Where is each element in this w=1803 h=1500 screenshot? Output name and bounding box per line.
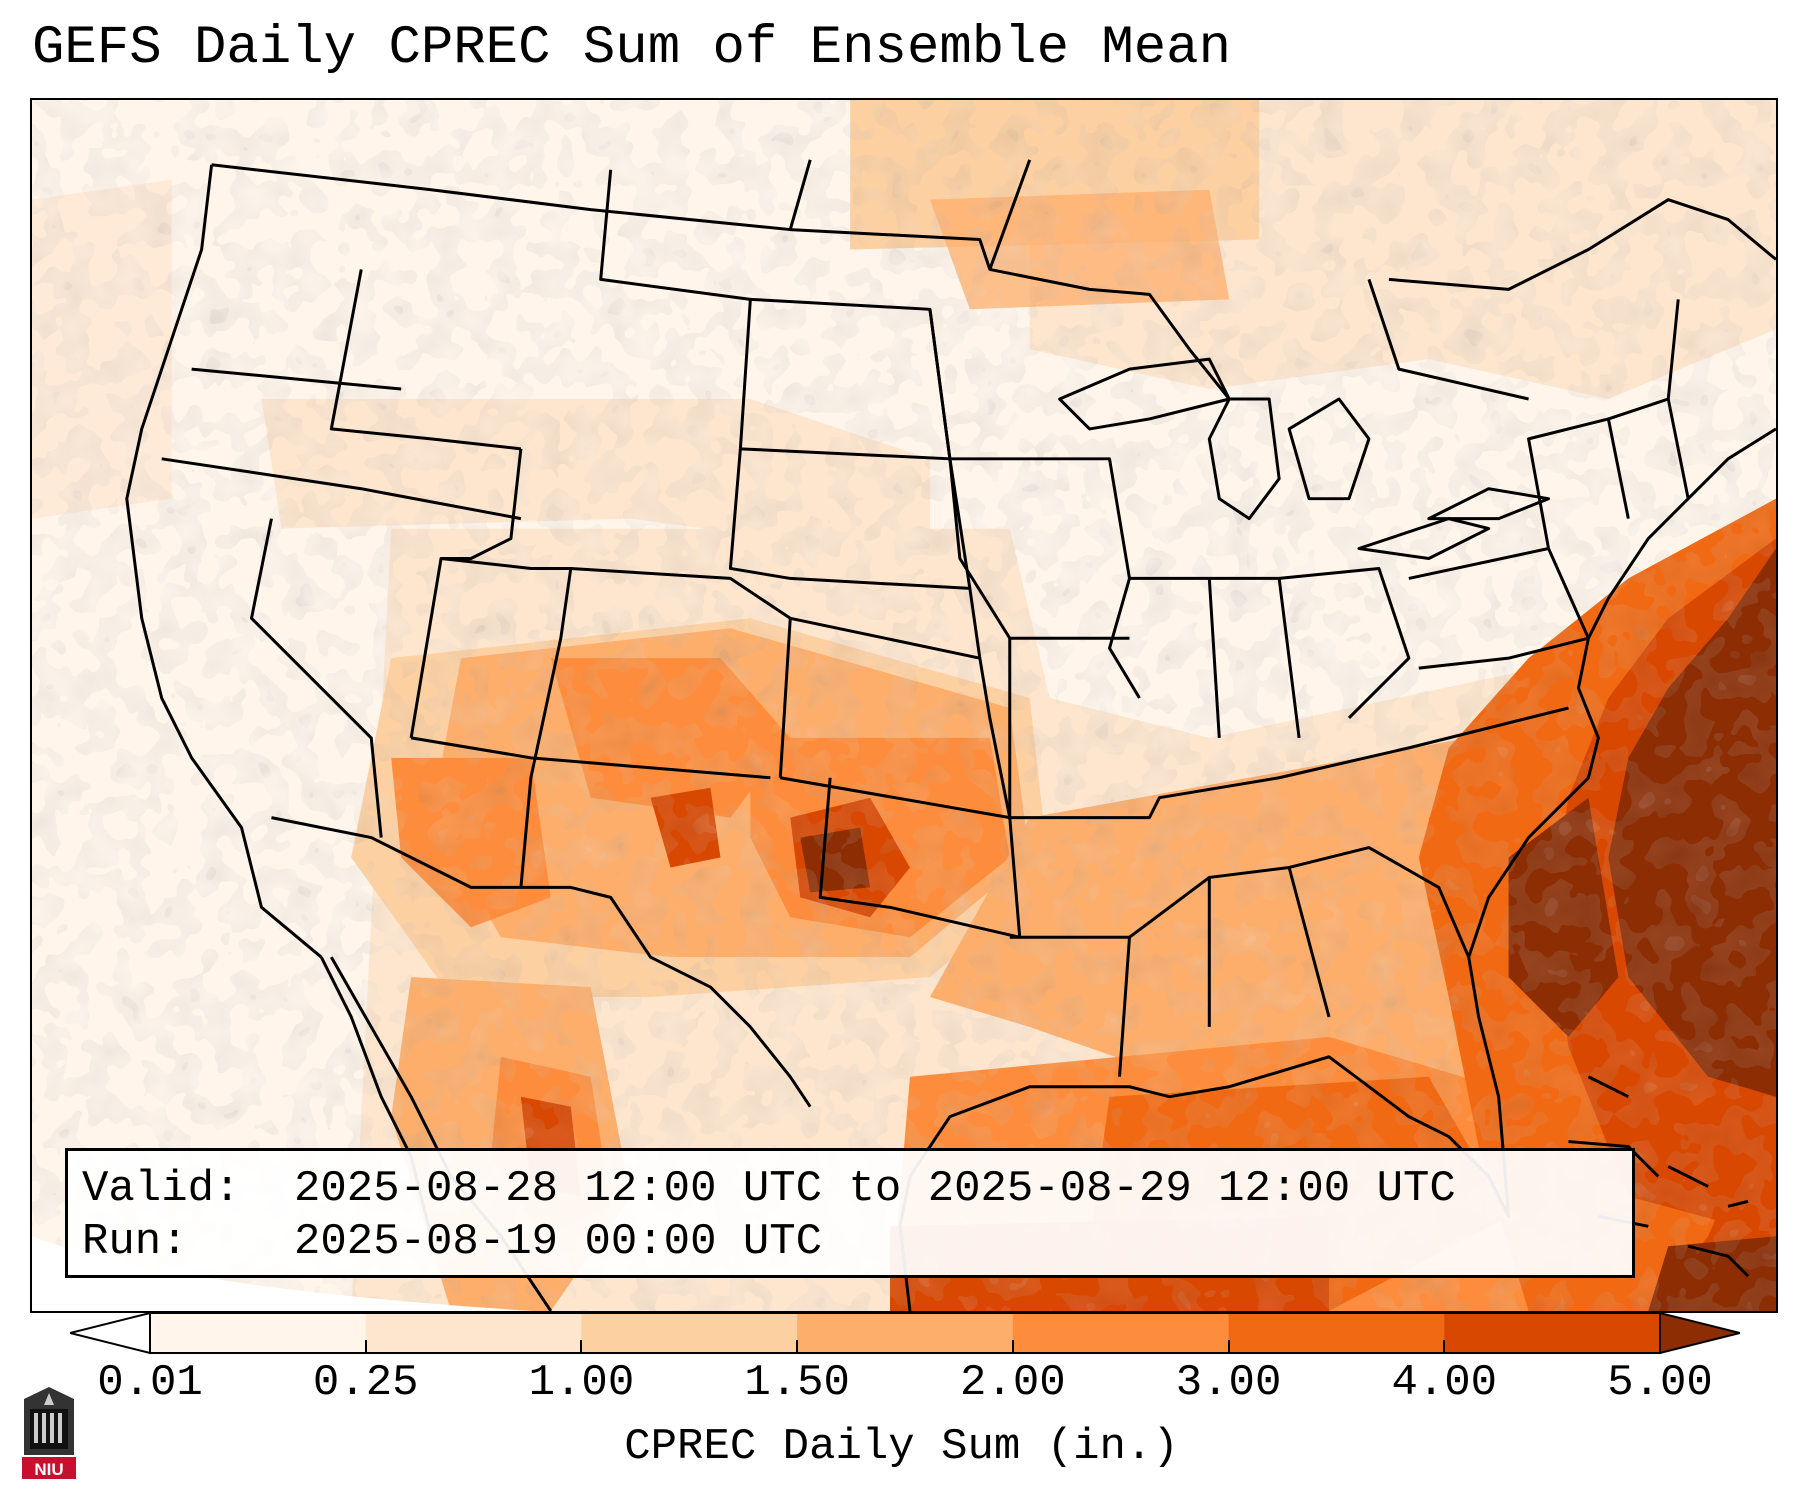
colorbar-tick bbox=[149, 1340, 151, 1354]
valid-label: Valid: bbox=[82, 1164, 241, 1214]
precip-field bbox=[32, 100, 1776, 1311]
colorbar-tick-label: 2.00 bbox=[960, 1358, 1066, 1408]
colorbar-tick bbox=[796, 1340, 799, 1354]
colorbar-tick-label: 5.00 bbox=[1607, 1358, 1713, 1408]
colorbar-tick bbox=[364, 1340, 367, 1354]
colorbar-segment bbox=[1444, 1313, 1661, 1353]
colorbar-tick-label: 0.01 bbox=[97, 1358, 203, 1408]
valid-run-info-box: Valid: 2025-08-28 12:00 UTC to 2025-08-29… bbox=[65, 1148, 1635, 1278]
colorbar-tick bbox=[1443, 1340, 1446, 1354]
colorbar-tick bbox=[580, 1340, 583, 1354]
valid-value: 2025-08-28 12:00 UTC to 2025-08-29 12:00… bbox=[294, 1164, 1456, 1214]
chart-title: GEFS Daily CPREC Sum of Ensemble Mean bbox=[32, 18, 1231, 79]
colorbar-tick-label: 1.50 bbox=[744, 1358, 850, 1408]
colorbar-segment bbox=[1012, 1313, 1230, 1353]
run-label: Run: bbox=[82, 1217, 188, 1267]
colorbar-tick-label: 4.00 bbox=[1391, 1358, 1498, 1408]
boundaries bbox=[125, 159, 1776, 1311]
colorbar-max-arrow bbox=[1659, 1311, 1740, 1355]
precipitation-map bbox=[30, 98, 1778, 1313]
colorbar-title: CPREC Daily Sum (in.) bbox=[624, 1422, 1179, 1472]
colorbar-tick-label: 0.25 bbox=[312, 1358, 419, 1408]
colorbar-tick-label: 3.00 bbox=[1175, 1358, 1282, 1408]
colorbar-segment bbox=[797, 1313, 1014, 1353]
colorbar-tick bbox=[1011, 1340, 1014, 1354]
svg-text:NIU: NIU bbox=[34, 1460, 63, 1479]
colorbar-segment bbox=[150, 1313, 367, 1353]
colorbar bbox=[70, 1311, 1740, 1355]
colorbar-min-arrow bbox=[70, 1311, 151, 1355]
run-value: 2025-08-19 00:00 UTC bbox=[294, 1217, 823, 1267]
colorbar-tick-label: 1.00 bbox=[528, 1358, 635, 1408]
colorbar-segment bbox=[365, 1313, 582, 1353]
colorbar-segment bbox=[1228, 1313, 1445, 1353]
colorbar-tick bbox=[1227, 1340, 1230, 1354]
colorbar-tick bbox=[1659, 1340, 1661, 1354]
colorbar-segment bbox=[581, 1313, 798, 1353]
niu-logo: NIU bbox=[22, 1387, 76, 1479]
